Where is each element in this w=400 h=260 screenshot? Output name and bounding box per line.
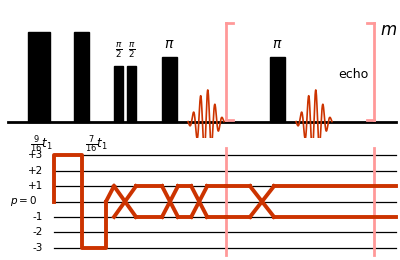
Text: echo: echo xyxy=(338,68,368,81)
Text: $\pi$: $\pi$ xyxy=(164,37,175,51)
Bar xyxy=(127,66,136,122)
Text: $m$: $m$ xyxy=(380,21,397,39)
Text: $\frac{\pi}{2}$: $\frac{\pi}{2}$ xyxy=(115,41,122,60)
Text: +2: +2 xyxy=(28,166,43,176)
Text: $p = 0$: $p = 0$ xyxy=(10,194,37,209)
Bar xyxy=(162,57,177,122)
Bar xyxy=(28,31,50,122)
Text: $\frac{9}{16}t_1$: $\frac{9}{16}t_1$ xyxy=(30,133,54,155)
Text: +1: +1 xyxy=(28,181,43,191)
Text: $\pi$: $\pi$ xyxy=(272,37,283,51)
Text: -1: -1 xyxy=(33,212,43,222)
Text: +3: +3 xyxy=(28,150,43,160)
Text: -3: -3 xyxy=(33,243,43,253)
Bar xyxy=(114,66,123,122)
Bar xyxy=(74,31,89,122)
Text: -2: -2 xyxy=(33,227,43,237)
Text: $\frac{7}{16}t_1$: $\frac{7}{16}t_1$ xyxy=(85,133,108,155)
Text: $\frac{\pi}{2}$: $\frac{\pi}{2}$ xyxy=(128,41,135,60)
Bar xyxy=(270,57,285,122)
